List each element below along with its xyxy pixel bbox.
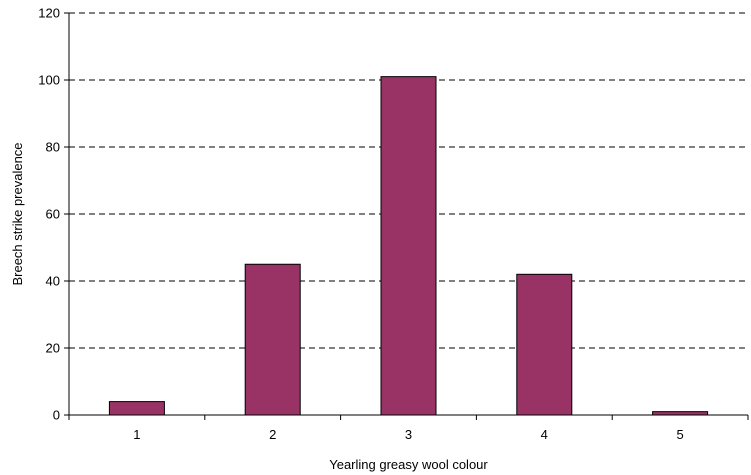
y-tick-label: 60 bbox=[46, 207, 60, 222]
y-tick-label: 120 bbox=[38, 6, 60, 21]
bar-3 bbox=[380, 76, 437, 416]
y-tick-label: 80 bbox=[46, 140, 60, 155]
y-tick-label: 20 bbox=[46, 341, 60, 356]
y-tick-label: 0 bbox=[53, 408, 60, 423]
x-axis-ticks: 1 2 3 4 5 bbox=[68, 415, 749, 442]
y-axis-title: Breech strike prevalence bbox=[10, 142, 25, 285]
bars bbox=[108, 76, 709, 416]
bar-2 bbox=[244, 263, 301, 416]
x-tick-label: 1 bbox=[133, 427, 140, 442]
x-tick-label: 4 bbox=[541, 427, 548, 442]
x-tick-label: 3 bbox=[405, 427, 412, 442]
y-tick-label: 100 bbox=[38, 73, 60, 88]
x-tick-label: 2 bbox=[269, 427, 276, 442]
y-tick-label: 40 bbox=[46, 274, 60, 289]
x-tick-label: 5 bbox=[676, 427, 683, 442]
y-axis-ticks: 0 20 40 60 80 100 120 bbox=[38, 6, 69, 423]
bar-1 bbox=[108, 401, 165, 416]
bar-5 bbox=[652, 411, 709, 416]
x-axis-title: Yearling greasy wool colour bbox=[329, 457, 488, 472]
bar-4 bbox=[516, 273, 573, 416]
grid-lines bbox=[69, 12, 748, 349]
